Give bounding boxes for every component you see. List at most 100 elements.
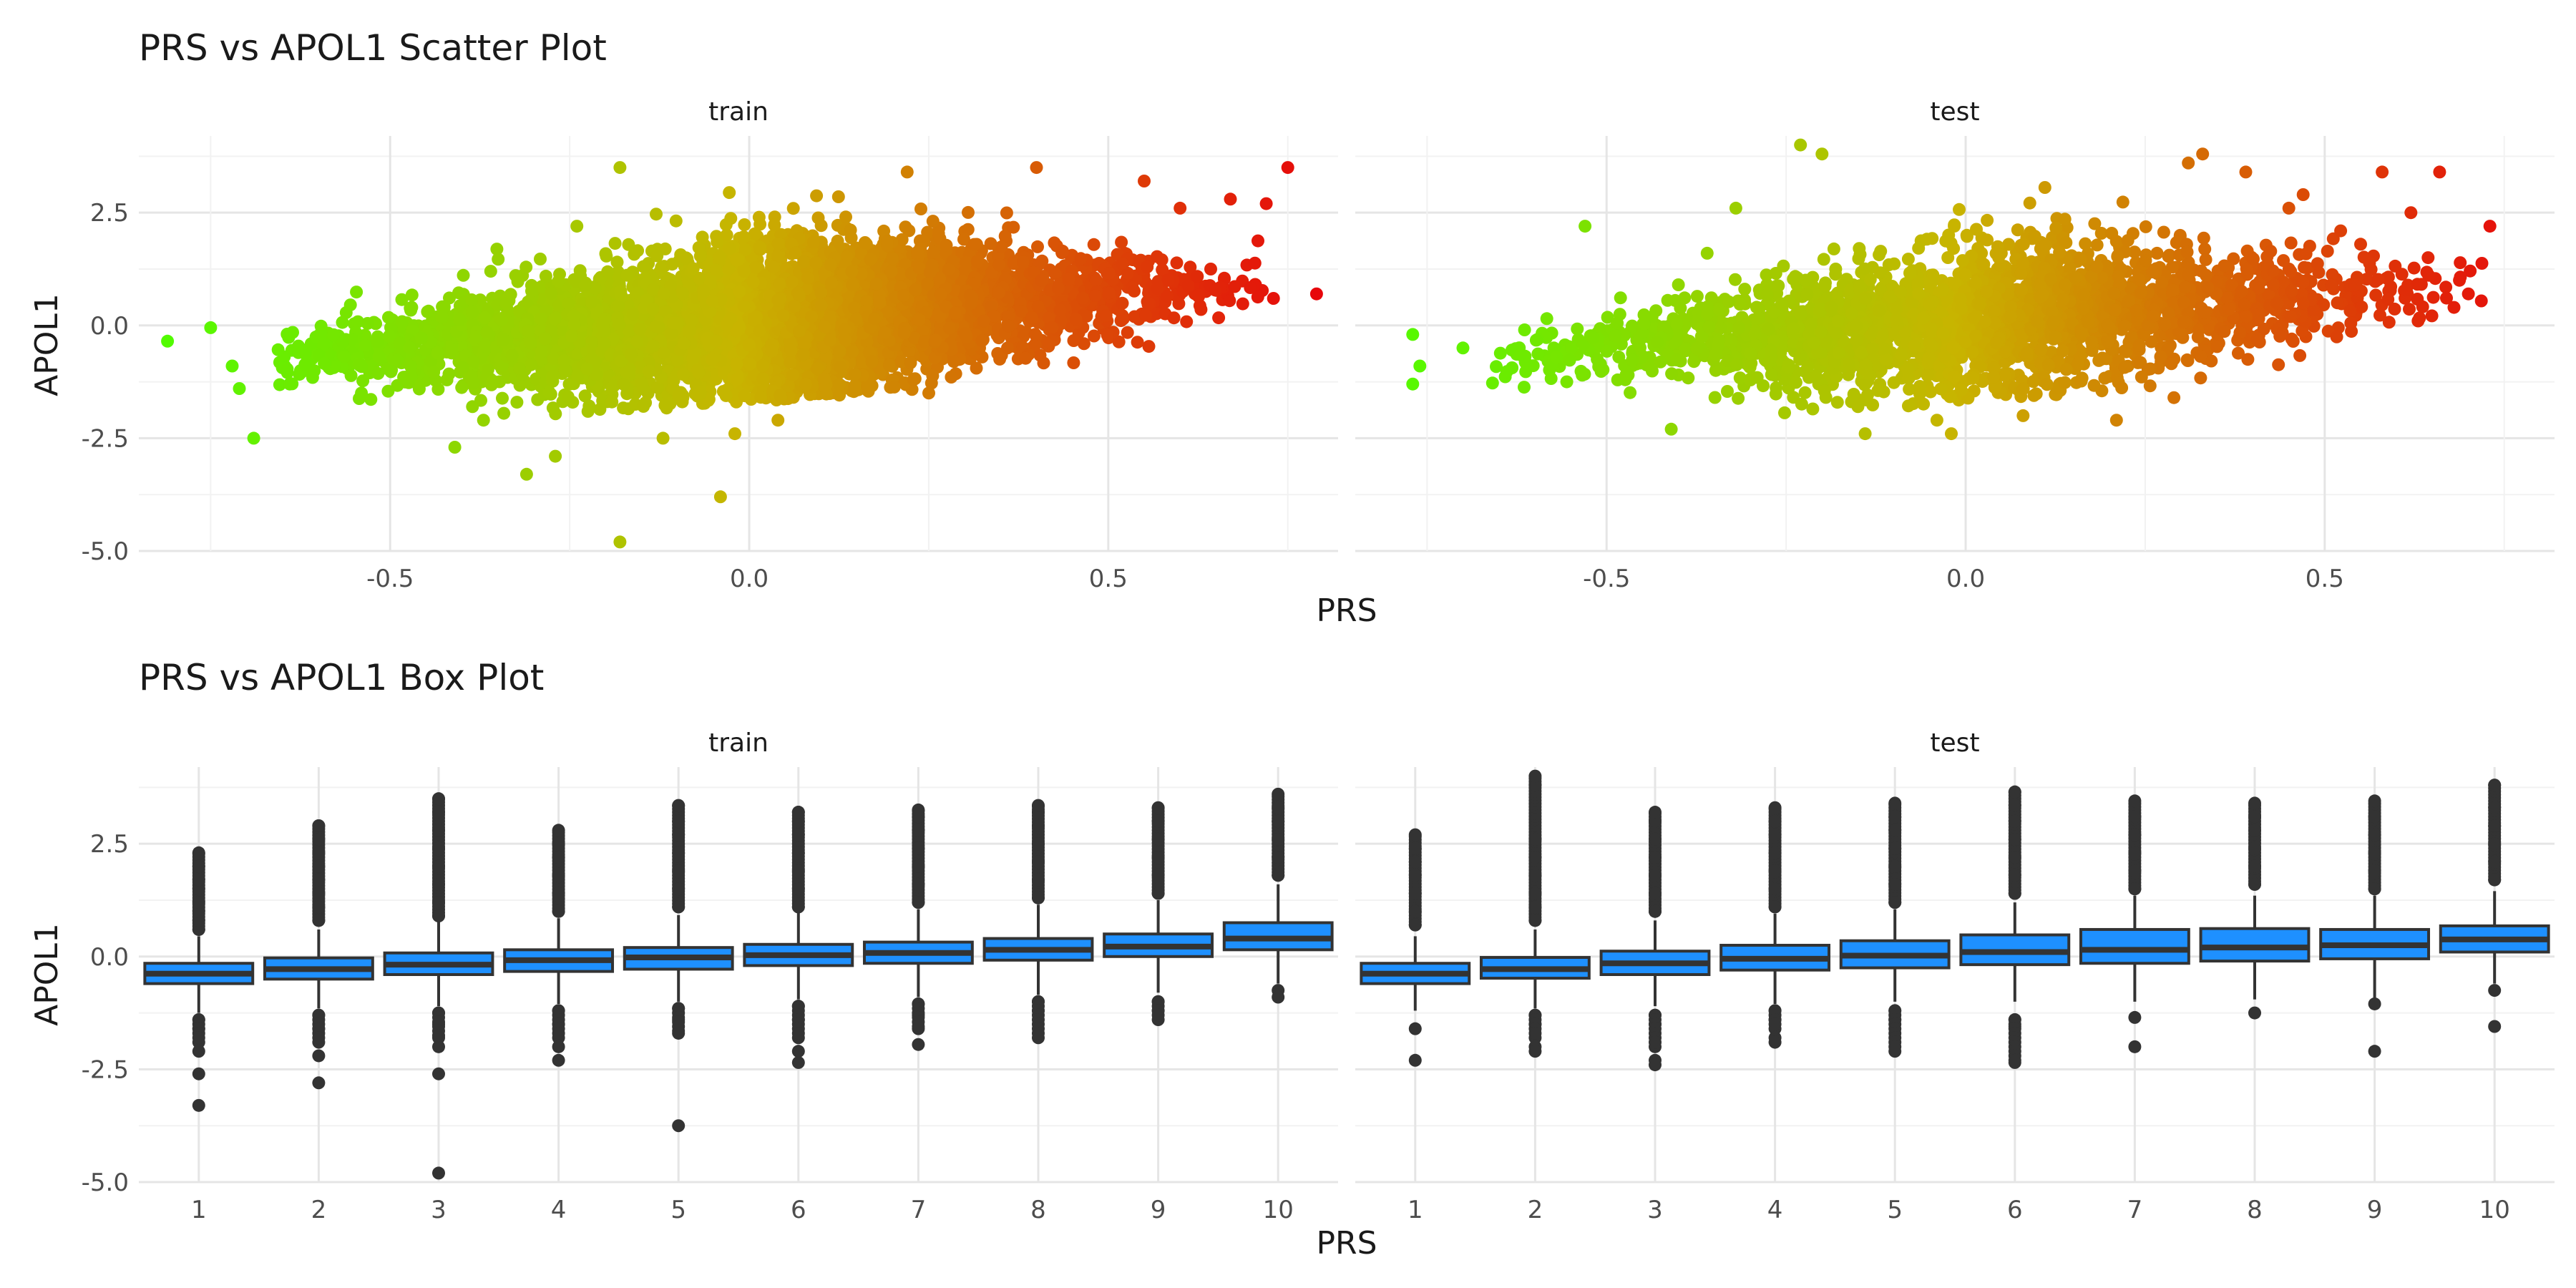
scatter-point bbox=[336, 316, 349, 329]
scatter-point bbox=[412, 382, 426, 396]
scatter-point bbox=[356, 374, 370, 388]
x-tick-label: -0.5 bbox=[366, 565, 414, 593]
scatter-point bbox=[597, 336, 611, 350]
scatter-point bbox=[457, 268, 470, 282]
scatter-point bbox=[1051, 282, 1065, 295]
scatter-point bbox=[1074, 252, 1088, 265]
scatter-point bbox=[719, 218, 733, 231]
scatter-point bbox=[970, 361, 983, 375]
scatter-point bbox=[722, 262, 735, 275]
scatter-point bbox=[485, 375, 499, 389]
scatter-y-axis-title: APOL1 bbox=[29, 293, 65, 396]
scatter-point bbox=[877, 224, 891, 238]
scatter-point bbox=[381, 384, 395, 398]
scatter-point bbox=[612, 300, 625, 313]
scatter-point bbox=[686, 262, 700, 275]
scatter-point bbox=[1167, 311, 1181, 325]
scatter-point bbox=[1000, 206, 1013, 220]
scatter-point bbox=[833, 378, 847, 391]
scatter-point bbox=[1115, 235, 1128, 249]
scatter-point bbox=[280, 362, 294, 376]
scatter-point bbox=[405, 288, 419, 302]
scatter-point bbox=[581, 404, 595, 418]
scatter-point bbox=[1035, 274, 1048, 287]
scatter-point bbox=[970, 255, 984, 268]
scatter-point bbox=[617, 401, 630, 415]
scatter-point bbox=[738, 389, 751, 403]
scatter-point bbox=[383, 329, 396, 343]
scatter-point bbox=[1007, 220, 1020, 234]
scatter-point bbox=[914, 203, 927, 215]
scatter-point bbox=[610, 255, 624, 269]
scatter-point bbox=[658, 399, 672, 412]
scatter-point bbox=[961, 223, 975, 236]
scatter-point bbox=[833, 345, 847, 358]
scatter-point bbox=[1192, 288, 1205, 302]
scatter-point bbox=[957, 233, 970, 246]
scatter-point bbox=[499, 297, 513, 311]
scatter-point bbox=[765, 344, 779, 358]
x-tick-label: 0.0 bbox=[730, 565, 769, 593]
scatter-point bbox=[466, 400, 479, 414]
scatter-point bbox=[361, 317, 374, 330]
scatter-point bbox=[975, 333, 989, 347]
scatter-point bbox=[960, 256, 972, 269]
scatter-point bbox=[754, 391, 768, 404]
scatter-point bbox=[711, 235, 724, 249]
scatter-point bbox=[371, 335, 384, 348]
scatter-point bbox=[1089, 273, 1103, 287]
scatter-point bbox=[421, 305, 434, 318]
scatter-point bbox=[650, 249, 664, 263]
scatter-point bbox=[1212, 311, 1226, 325]
scatter-point bbox=[351, 315, 365, 328]
scatter-point bbox=[1028, 338, 1042, 351]
scatter-point bbox=[1128, 310, 1141, 323]
scatter-point bbox=[848, 379, 862, 393]
scatter-point bbox=[1112, 335, 1126, 348]
scatter-point bbox=[1031, 300, 1045, 313]
scatter-point bbox=[298, 346, 312, 360]
scatter-point bbox=[298, 358, 312, 371]
scatter-point bbox=[467, 354, 480, 368]
scatter-point bbox=[962, 205, 975, 219]
scatter-point bbox=[720, 318, 733, 331]
scatter-point bbox=[1236, 297, 1249, 311]
scatter-point bbox=[1001, 341, 1014, 355]
scatter-point bbox=[455, 381, 469, 394]
scatter-point bbox=[492, 253, 505, 266]
scatter-point bbox=[799, 377, 813, 391]
scatter-point bbox=[490, 243, 504, 256]
scatter-strip-test: test bbox=[1930, 97, 1979, 127]
scatter-point bbox=[1193, 299, 1206, 313]
scatter-point bbox=[719, 389, 733, 402]
scatter-point bbox=[1128, 284, 1141, 298]
scatter-point bbox=[1180, 315, 1194, 328]
scatter-point bbox=[784, 356, 797, 369]
scatter-point bbox=[1248, 256, 1262, 270]
scatter-plot: PRS vs APOL1 Scatter Plot train test APO… bbox=[29, 27, 2555, 629]
scatter-point bbox=[1087, 238, 1101, 251]
scatter-point bbox=[773, 277, 786, 291]
scatter-point bbox=[737, 230, 751, 243]
scatter-point bbox=[1252, 234, 1264, 248]
scatter-point bbox=[350, 286, 364, 299]
scatter-point bbox=[665, 258, 679, 271]
scatter-point bbox=[696, 230, 709, 244]
scatter-point bbox=[847, 301, 861, 315]
scatter-point bbox=[825, 276, 839, 290]
scatter-point bbox=[748, 227, 761, 240]
scatter-point bbox=[945, 371, 958, 384]
scatter-point bbox=[1099, 309, 1113, 322]
scatter-point bbox=[1251, 291, 1264, 304]
scatter-point bbox=[1170, 256, 1184, 270]
scatter-point bbox=[358, 338, 372, 352]
scatter-points bbox=[161, 161, 1323, 549]
scatter-point bbox=[1101, 328, 1114, 341]
scatter-point bbox=[752, 210, 766, 224]
scatter-panel-train: -0.5 0.0 0.5 bbox=[139, 136, 1338, 593]
scatter-point bbox=[534, 253, 547, 265]
scatter-point bbox=[593, 403, 607, 416]
scatter-strip-train: train bbox=[708, 97, 769, 127]
scatter-point bbox=[511, 275, 525, 288]
scatter-point bbox=[810, 189, 824, 203]
